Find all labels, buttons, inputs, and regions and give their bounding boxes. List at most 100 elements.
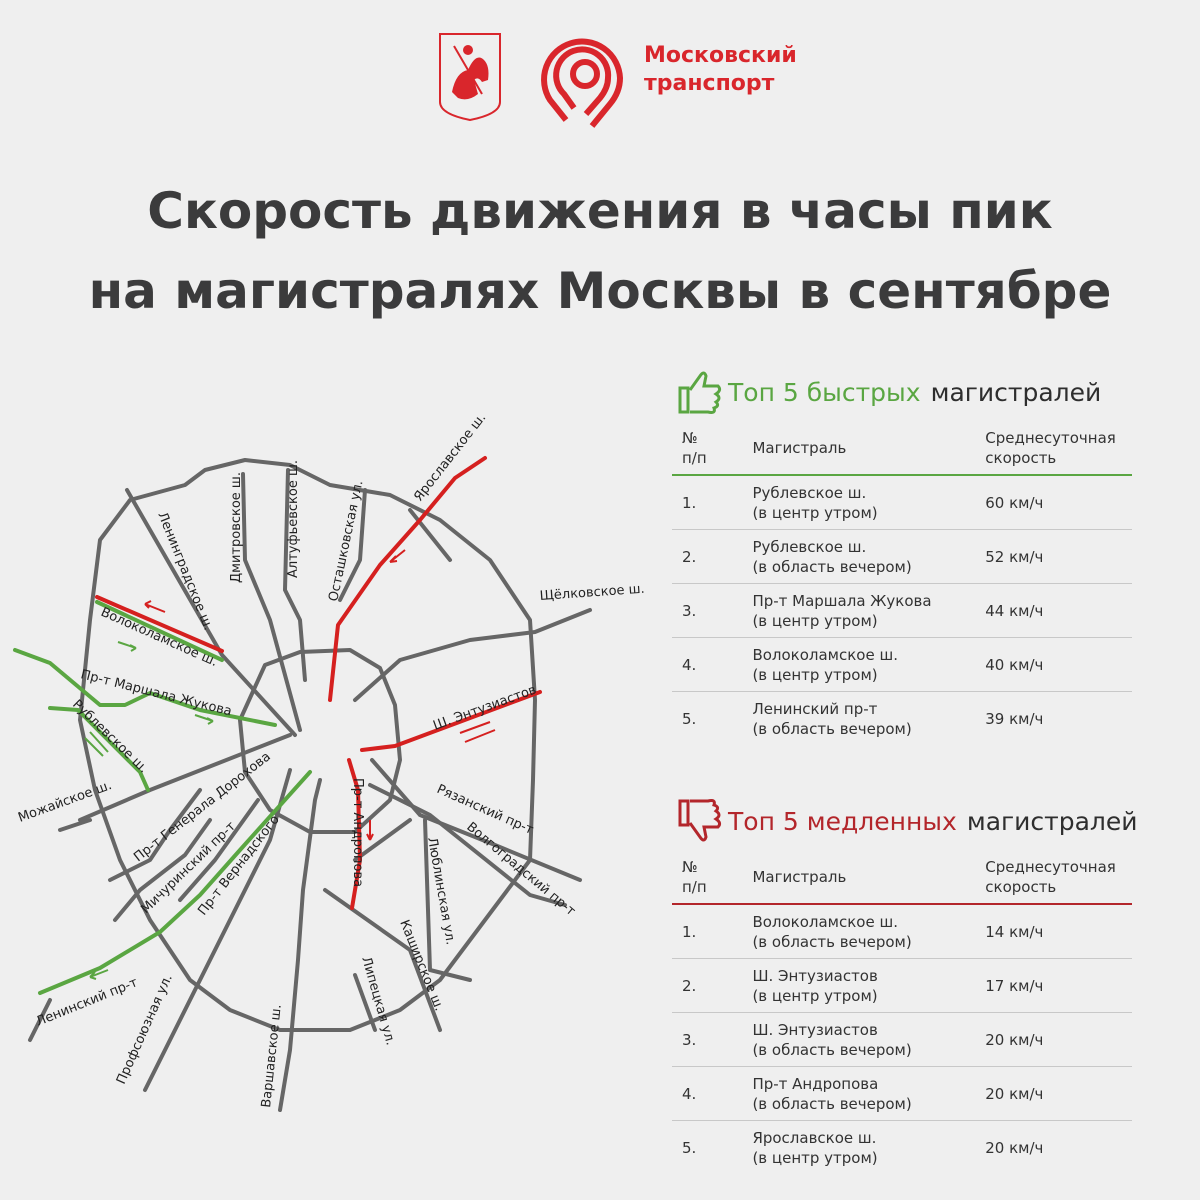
arrow-icon — [366, 820, 374, 841]
row-speed: 40 км/ч — [985, 655, 1044, 674]
road-direction: (в центр утром) — [752, 1148, 878, 1167]
table-row: 3. Пр-т Маршала Жукова (в центр утром) 44 к… — [672, 584, 1132, 638]
road — [241, 472, 302, 732]
header-road: Магистраль — [752, 868, 847, 886]
road-name: Ленинский пр-т — [752, 699, 878, 718]
road-direction: (в центр утром) — [752, 986, 878, 1005]
label-entuziastov: Ш. Энтузиастов — [431, 682, 538, 733]
page-title-line1: Скорость движения в часы пик — [147, 182, 1053, 240]
table-row: 4. Волоколамское ш. (в центр утром) 40 км/ч — [672, 638, 1132, 692]
label-zhukova: Пр-т Маршала Жукова — [79, 667, 233, 719]
thumbs-up-icon — [678, 371, 722, 414]
andropova-slow-line — [347, 758, 362, 910]
fast-roads-table: Топ 5 быстрых магистралей № п/п Магистрал… — [672, 368, 1132, 745]
road-direction: (в область вечером) — [752, 719, 912, 738]
road-name: Пр-т Маршала Жукова — [752, 591, 932, 610]
row-num: 3. — [682, 1030, 697, 1049]
header-num-sub: п/п — [682, 449, 707, 467]
label-rublevskoe: Рублевское ш. — [69, 697, 150, 776]
direction-arrows — [84, 549, 496, 980]
zhukova-fast-line — [13, 648, 277, 727]
road — [108, 788, 202, 882]
road — [323, 888, 442, 1032]
slow-title-rest: магистралей — [966, 806, 1138, 836]
road-direction: (в центр утром) — [752, 503, 878, 522]
road-name: Рублевское ш. — [752, 537, 867, 556]
road — [338, 488, 367, 602]
road — [58, 818, 92, 832]
thumbs-down-icon — [678, 799, 722, 842]
arrow-icon — [84, 731, 109, 757]
brand-name: Московский транспорт — [644, 42, 797, 98]
road — [408, 508, 452, 562]
road — [353, 608, 592, 702]
road-map: Ленинградское ш. Дмитровское ш. Алтуфьев… — [13, 411, 645, 1112]
row-road: Рублевское ш. (в область вечером) — [752, 537, 985, 577]
table-row: 4. Пр-т Андропова (в область вечером) 20 км… — [672, 1067, 1132, 1121]
table-row: 1. Рублевское ш. (в центр утром) 60 км/ч — [672, 476, 1132, 530]
leninsky-fast-line — [38, 770, 312, 995]
label-schelkovskoe: Щёлковское ш. — [539, 582, 645, 604]
header-num-sub: п/п — [682, 878, 707, 896]
arrow-icon — [144, 600, 166, 613]
row-road: Рублевское ш. (в центр утром) — [752, 483, 985, 523]
fast-table-title: Топ 5 быстрых магистралей — [672, 368, 1132, 416]
table-row: 2. Рублевское ш. (в область вечером) 52 км/… — [672, 530, 1132, 584]
header-num: № — [682, 858, 698, 876]
rublevskoe-fast-line — [48, 706, 150, 792]
row-num: 4. — [682, 655, 697, 674]
header-speed-sub: скорость — [985, 878, 1057, 896]
ttk-ring — [238, 648, 402, 834]
road — [423, 818, 472, 982]
road — [143, 768, 292, 1092]
moscow-transport-logo-icon — [541, 38, 624, 128]
road-direction: (в центр утром) — [752, 611, 878, 630]
road — [368, 783, 567, 907]
road — [178, 798, 260, 902]
row-speed: 60 км/ч — [985, 493, 1044, 512]
row-num: 1. — [682, 493, 697, 512]
row-road: Пр-т Маршала Жукова (в центр утром) — [752, 591, 985, 631]
row-road: Ш. Энтузиастов (в область вечером) — [752, 1020, 985, 1060]
row-num: 1. — [682, 922, 697, 941]
brand-line1: Московский — [644, 43, 797, 68]
row-speed: 52 км/ч — [985, 547, 1044, 566]
entuziastov-slow-line — [360, 690, 542, 752]
row-road: Ленинский пр-т (в область вечером) — [752, 699, 985, 739]
coat-of-arms-icon — [439, 33, 501, 122]
road-name: Ш. Энтузиастов — [752, 1020, 878, 1039]
row-speed: 39 км/ч — [985, 709, 1044, 728]
brand-line2: транспорт — [644, 71, 775, 96]
road-direction: (в область вечером) — [752, 1040, 912, 1059]
yaroslavskoe-slow-line — [328, 456, 487, 702]
row-speed: 14 км/ч — [985, 922, 1044, 941]
slow-title-colored: Топ 5 медленных — [728, 806, 957, 836]
label-kashirskoe: Каширское ш. — [396, 918, 446, 1013]
row-road: Ш. Энтузиастов (в центр утром) — [752, 966, 985, 1006]
row-num: 2. — [682, 547, 697, 566]
header-num: № — [682, 429, 698, 447]
arrow-icon — [117, 641, 137, 652]
grey-roads — [28, 458, 592, 1112]
road-name: Ярославское ш. — [752, 1128, 877, 1147]
road-direction: (в центр утром) — [752, 665, 878, 684]
arrow-icon — [459, 721, 496, 743]
row-road: Пр-т Андропова (в область вечером) — [752, 1074, 985, 1114]
road — [370, 758, 582, 882]
label-dmitrovskoe: Дмитровское ш. — [229, 472, 244, 583]
row-road: Ярославское ш. (в центр утром) — [752, 1128, 985, 1168]
row-speed: 44 км/ч — [985, 601, 1044, 620]
road — [283, 468, 307, 682]
table-row: 1. Волоколамское ш. (в область вечером) 14 … — [672, 905, 1132, 959]
road-name: Волоколамское ш. — [752, 912, 898, 931]
page-title-line2: на магистралях Москвы в сентябре — [88, 262, 1112, 320]
table-row: 2. Ш. Энтузиастов (в центр утром) 17 км/ч — [672, 959, 1132, 1013]
road-name: Пр-т Андропова — [752, 1074, 879, 1093]
fast-table-body: 1. Рублевское ш. (в центр утром) 60 км/ч 2. Р… — [672, 476, 1132, 745]
road-direction: (в область вечером) — [752, 1094, 912, 1113]
road — [353, 818, 412, 862]
row-road: Волоколамское ш. (в область вечером) — [752, 912, 985, 952]
road-name: Волоколамское ш. — [752, 645, 898, 664]
map-labels: Ленинградское ш. Дмитровское ш. Алтуфьев… — [16, 411, 645, 1109]
label-yaroslavskoe: Ярославское ш. — [411, 411, 489, 505]
